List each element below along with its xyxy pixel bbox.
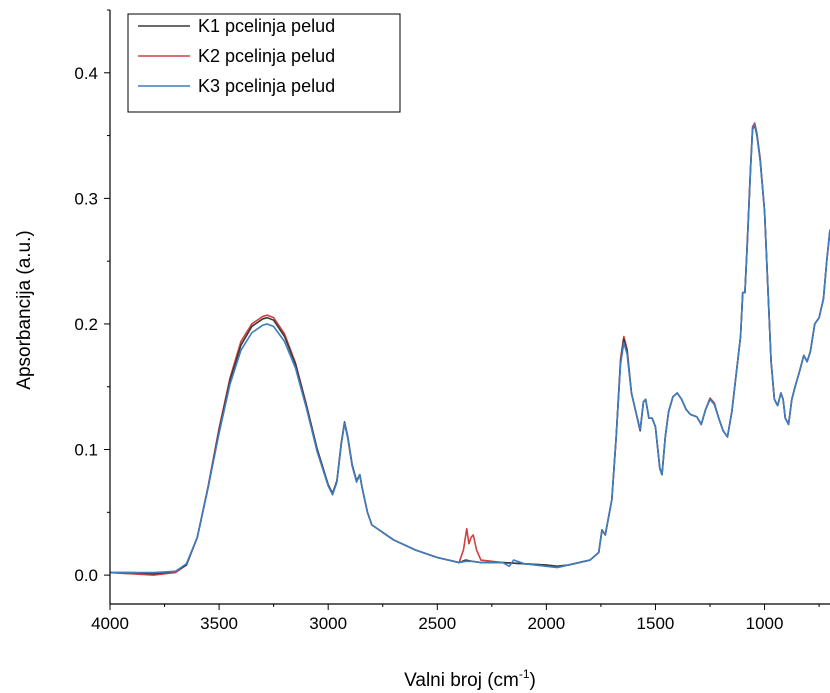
series-layer: [109, 122, 830, 576]
legend-label-k1: K1 pcelinja pelud: [198, 16, 335, 36]
x-tick-label: 2000: [527, 614, 565, 633]
x-tick-label: 3500: [200, 614, 238, 633]
x-tick-label: 3000: [309, 614, 347, 633]
series-line-k3: [110, 123, 830, 574]
y-tick-label: 0.2: [74, 315, 98, 334]
x-axis-ticks: 4000 3500 3000 2500 2000 1500 1000: [91, 604, 820, 633]
x-axis-title-superscript: -1: [519, 667, 530, 681]
y-axis-ticks: 0.0 0.1 0.2 0.3 0.4: [74, 9, 110, 585]
legend-label-k2: K2 pcelinja pelud: [198, 46, 335, 66]
y-tick-label: 0.4: [74, 64, 98, 83]
x-axis-title-close: ): [530, 670, 536, 691]
y-tick-label: 0.0: [74, 566, 98, 585]
x-tick-label: 4000: [91, 614, 129, 633]
x-tick-label: 1500: [637, 614, 675, 633]
x-tick-label: 1000: [746, 614, 784, 633]
legend: K1 pcelinja pelud K2 pcelinja pelud K3 pce…: [127, 13, 401, 113]
x-axis-title: Valni broj (cm-1): [404, 667, 536, 691]
y-axis-title: Apsorbancija (a.u.): [14, 230, 35, 389]
y-tick-label: 0.1: [74, 441, 98, 460]
x-tick-label: 2500: [418, 614, 456, 633]
y-tick-label: 0.3: [74, 189, 98, 208]
legend-box: [127, 13, 401, 113]
legend-label-k3: K3 pcelinja pelud: [198, 76, 335, 96]
